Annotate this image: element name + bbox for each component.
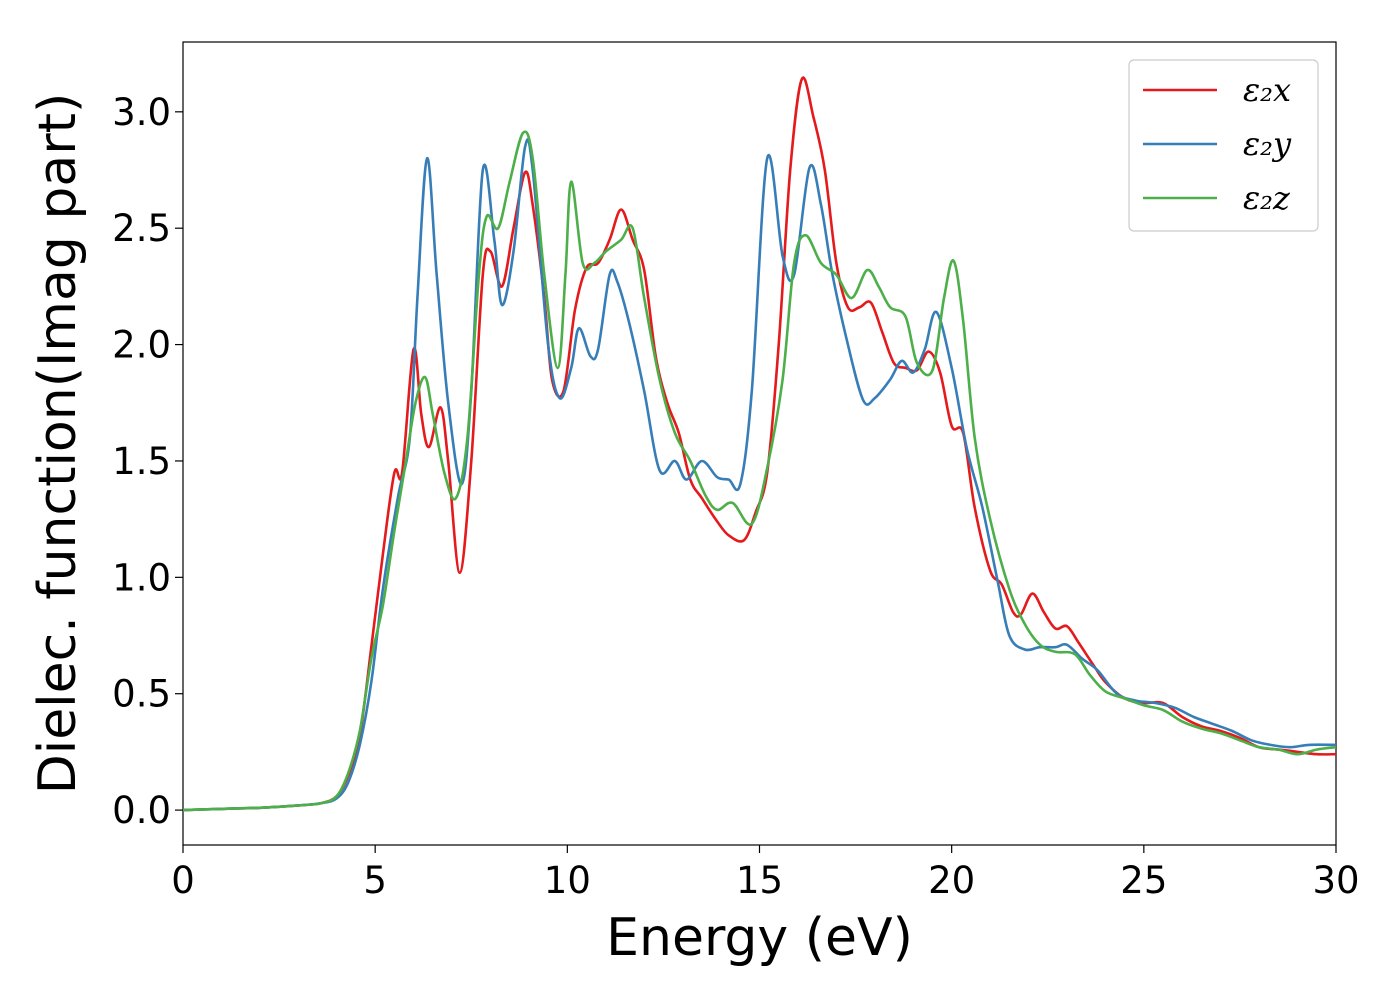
x-tick-label: 5: [363, 859, 387, 902]
series-line-2: [183, 138, 1336, 812]
x-tick-label: 30: [1312, 859, 1359, 902]
series-line-1: [183, 76, 1336, 812]
legend-label-1: ε₂x: [1243, 71, 1291, 109]
x-axis-title: Energy (eV): [606, 908, 913, 968]
y-axis: 0.0 0.5 1.0 1.5 2.0 2.5 3.0: [112, 91, 183, 832]
y-tick-label: 0.5: [112, 673, 171, 716]
y-tick-label: 2.0: [112, 324, 171, 367]
x-tick-label: 15: [736, 859, 783, 902]
x-tick-label: 0: [171, 859, 195, 902]
y-tick-label: 3.0: [112, 91, 171, 134]
x-tick-label: 10: [544, 859, 591, 902]
x-tick-label: 20: [928, 859, 975, 902]
legend-label-2: ε₂y: [1243, 125, 1292, 163]
legend-box: [1128, 59, 1319, 232]
series-layer: [183, 76, 1336, 812]
x-tick-label: 25: [1120, 859, 1167, 902]
legend: ε₂x ε₂y ε₂z: [1128, 59, 1319, 232]
y-tick-label: 1.0: [112, 556, 171, 599]
y-tick-label: 0.0: [112, 789, 171, 832]
x-axis: 0 5 10 15 20 25 30: [171, 845, 1360, 902]
series-line-3: [183, 130, 1336, 812]
legend-label-3: ε₂z: [1243, 179, 1291, 217]
y-tick-label: 1.5: [112, 440, 171, 483]
y-axis-title: Dielec. function(Imag part): [28, 93, 88, 795]
y-tick-label: 2.5: [112, 207, 171, 250]
